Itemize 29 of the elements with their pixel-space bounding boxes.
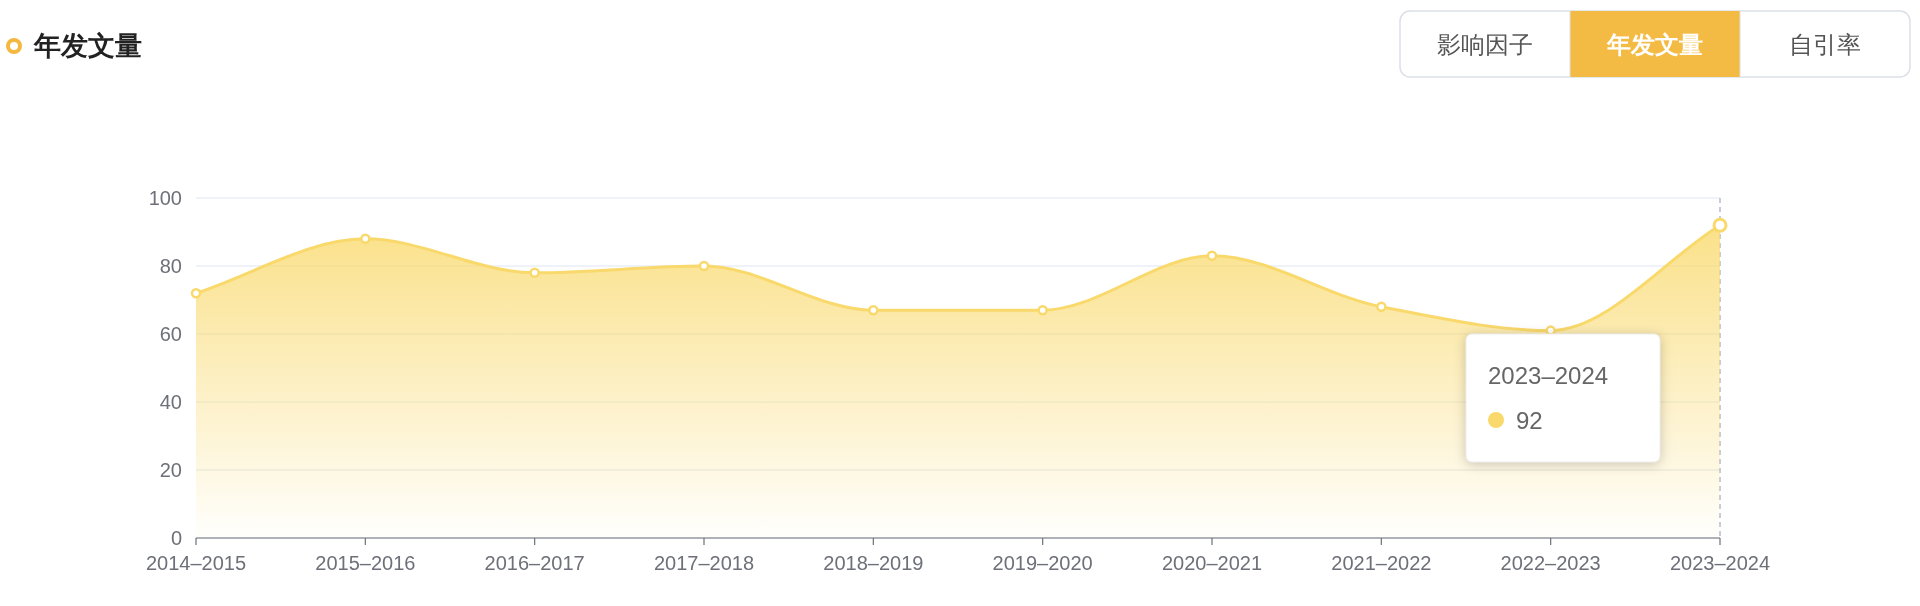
text: 影响因子 <box>1437 31 1533 58</box>
x-tick-label: 2015–2016 <box>315 552 416 574</box>
x-tick-label: 2014–2015 <box>145 552 247 574</box>
point <box>868 304 879 316</box>
point <box>1206 250 1218 262</box>
text: 年发文量 <box>1606 31 1703 58</box>
x-tick-label: 2017–2018 <box>653 552 755 574</box>
point <box>698 260 710 272</box>
x-tick-label: 2023–2024 <box>1669 552 1771 574</box>
point <box>1376 301 1387 313</box>
point <box>360 233 371 245</box>
y-tick-label: 40 <box>159 391 182 413</box>
x-tick-label: 2022–2023 <box>1500 552 1601 574</box>
x-tick-label: 2021–2022 <box>1331 552 1432 574</box>
y-tick-label: 0 <box>170 527 182 549</box>
y-tick-label: 80 <box>159 255 182 277</box>
y-tick-label: 100 <box>148 187 182 209</box>
x-tick-label: 2016–2017 <box>484 552 585 574</box>
x-tick-label: 2018–2019 <box>823 552 924 574</box>
point <box>1037 304 1048 316</box>
point <box>190 287 202 299</box>
x-tick-label: 2019–2020 <box>992 552 1093 574</box>
y-tick-label: 20 <box>159 459 182 481</box>
x-tick-label: 2020–2021 <box>1161 552 1263 574</box>
chart-title: 年发文量 <box>33 31 142 61</box>
annotation: 2023–2024 92 <box>1488 362 1609 434</box>
point <box>529 267 540 279</box>
text: 自引率 <box>1789 31 1861 58</box>
y-tick-label: 60 <box>159 323 182 345</box>
